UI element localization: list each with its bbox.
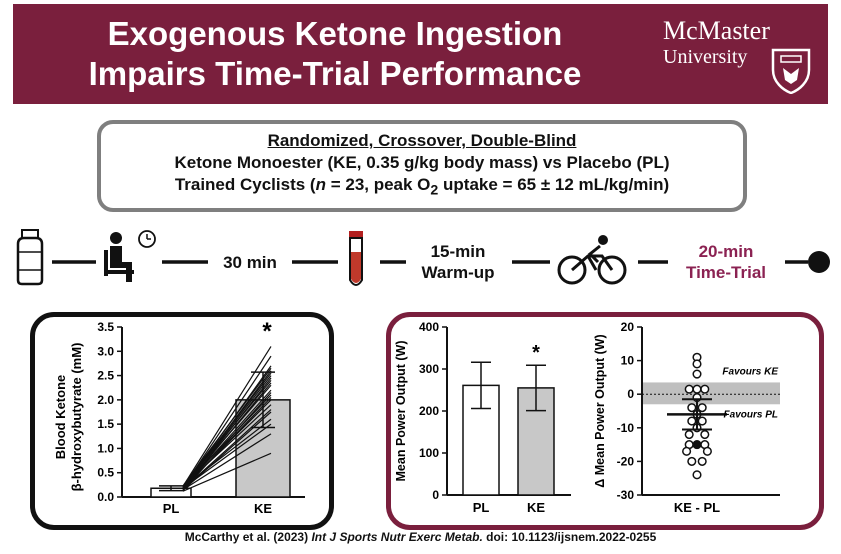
individual-line bbox=[182, 365, 272, 489]
y-tick-label: -10 bbox=[617, 421, 635, 435]
title-line-1: Exogenous Ketone Ingestion bbox=[107, 15, 563, 52]
individual-line bbox=[182, 377, 272, 491]
y-axis-label: Blood Ketone bbox=[53, 375, 68, 460]
x-tick-label: KE bbox=[527, 500, 545, 515]
logo-university: University bbox=[663, 46, 748, 68]
y-tick-label: 0 bbox=[432, 488, 439, 502]
significance-marker: * bbox=[262, 318, 272, 345]
design-line-3: Trained Cyclists (n = 23, peak O2 uptake… bbox=[174, 175, 670, 199]
delta-power-chart: -30 -20 -10 0 10 20 Favours KE Favours PL KE - P… bbox=[593, 320, 780, 515]
individual-line bbox=[182, 392, 272, 492]
logo-name: McMaster bbox=[663, 16, 770, 45]
x-tick-label: PL bbox=[473, 500, 490, 515]
individual-line bbox=[182, 433, 272, 491]
data-point bbox=[697, 416, 707, 426]
university-logo: McMaster University bbox=[653, 12, 823, 98]
data-point bbox=[697, 456, 707, 466]
y-tick-label: 100 bbox=[419, 446, 439, 460]
header-banner: Exogenous Ketone Ingestion Impairs Time-… bbox=[13, 4, 828, 104]
y-tick-label: 1.5 bbox=[97, 417, 114, 431]
equivalence-band bbox=[643, 382, 780, 405]
individual-line bbox=[182, 411, 272, 491]
y-tick-label: 1.0 bbox=[97, 441, 114, 455]
y-tick-label: 400 bbox=[419, 320, 439, 334]
data-point bbox=[684, 384, 694, 394]
y-tick-label: 2.5 bbox=[97, 369, 114, 383]
y-axis-label: Mean Power Output (W) bbox=[394, 341, 408, 482]
data-point bbox=[684, 429, 694, 440]
y-tick-label: 300 bbox=[419, 362, 439, 376]
data-point bbox=[702, 446, 712, 456]
data-point bbox=[692, 440, 702, 450]
y-tick-label: -30 bbox=[617, 488, 635, 502]
step-30-min: 30 min bbox=[223, 253, 277, 272]
design-line-2: Ketone Monoester (KE, 0.35 g/kg body mas… bbox=[174, 153, 670, 172]
timeline-graphics bbox=[16, 229, 830, 286]
y-tick-label: 3.5 bbox=[97, 320, 114, 334]
blood-ketone-chart: 0.0 0.5 1.0 1.5 2.0 2.5 3.0 3.5 PL KE * Blood Keton… bbox=[53, 318, 305, 516]
data-point bbox=[682, 446, 692, 456]
y-axis-label: Δ Mean Power Output (W) bbox=[593, 334, 607, 487]
data-point bbox=[697, 403, 707, 413]
individual-line bbox=[182, 346, 272, 487]
y-tick-label: 0.0 bbox=[97, 490, 114, 504]
y-tick-label: 2.0 bbox=[97, 393, 114, 407]
data-point bbox=[692, 384, 702, 394]
data-point bbox=[692, 470, 702, 480]
data-point bbox=[687, 456, 697, 466]
step-warmup: 15-min Warm-up bbox=[421, 242, 495, 282]
favours-pl-label: Favours PL bbox=[724, 409, 778, 420]
design-line-1: Randomized, Crossover, Double-Blind bbox=[267, 131, 577, 150]
y-tick-label: 0.5 bbox=[97, 466, 114, 480]
y-tick-label: 0 bbox=[627, 387, 634, 401]
seated-person-icon bbox=[104, 232, 134, 282]
y-tick-label: 20 bbox=[621, 320, 635, 334]
individual-line bbox=[182, 355, 272, 488]
individual-line bbox=[182, 452, 272, 492]
y-axis-label-2: β-hydroxybutyrate (mM) bbox=[69, 343, 84, 492]
favours-ke-label: Favours KE bbox=[722, 366, 778, 377]
mean-power-chart: 0 100 200 300 400 PL KE * Mean Power Output (W) bbox=[394, 320, 571, 515]
endpoint-dot bbox=[808, 251, 830, 273]
y-tick-label: 3.0 bbox=[97, 344, 114, 358]
data-point bbox=[700, 384, 710, 394]
power-panel bbox=[386, 312, 824, 530]
citation: McCarthy et al. (2023) Int J Sports Nutr… bbox=[184, 530, 657, 544]
page-title: Exogenous Ketone Ingestion Impairs Time-… bbox=[25, 14, 645, 94]
data-point bbox=[692, 369, 702, 379]
clock-icon bbox=[138, 230, 156, 248]
x-tick-label: KE - PL bbox=[674, 500, 720, 515]
study-design-box: Randomized, Crossover, Double-Blind Keto… bbox=[97, 120, 747, 212]
bottle-icon bbox=[16, 229, 44, 286]
y-tick-label: 10 bbox=[621, 354, 635, 368]
individual-line bbox=[182, 370, 272, 490]
x-tick-label: KE bbox=[254, 501, 272, 516]
data-point bbox=[700, 429, 710, 440]
y-tick-label: -20 bbox=[617, 454, 635, 468]
individual-line bbox=[182, 409, 272, 490]
cyclist-icon bbox=[557, 235, 627, 285]
title-line-2: Impairs Time-Trial Performance bbox=[88, 55, 582, 92]
x-tick-label: PL bbox=[163, 501, 180, 516]
data-point bbox=[692, 359, 702, 369]
blood-tube-icon bbox=[349, 231, 363, 286]
significance-marker: * bbox=[532, 342, 540, 364]
y-tick-label: 200 bbox=[419, 404, 439, 418]
step-time-trial: 20-min Time-Trial bbox=[686, 242, 766, 282]
crest-icon bbox=[771, 48, 811, 94]
data-point bbox=[687, 416, 697, 426]
data-point bbox=[687, 403, 697, 413]
